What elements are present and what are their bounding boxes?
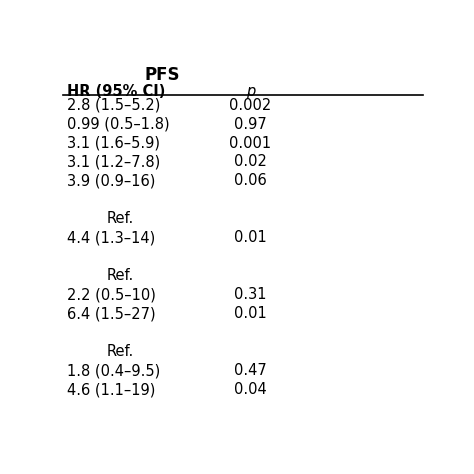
Text: 0.002: 0.002 bbox=[229, 98, 272, 112]
Text: HR (95% CI): HR (95% CI) bbox=[66, 84, 165, 99]
Text: 4.6 (1.1–19): 4.6 (1.1–19) bbox=[66, 382, 155, 397]
Text: 2.8 (1.5–5.2): 2.8 (1.5–5.2) bbox=[66, 98, 160, 112]
Text: 0.99 (0.5–1.8): 0.99 (0.5–1.8) bbox=[66, 117, 169, 132]
Text: 0.01: 0.01 bbox=[234, 306, 267, 321]
Text: p: p bbox=[246, 84, 255, 99]
Text: 6.4 (1.5–27): 6.4 (1.5–27) bbox=[66, 306, 155, 321]
Text: Ref.: Ref. bbox=[107, 344, 134, 359]
Text: 0.001: 0.001 bbox=[229, 136, 271, 151]
Text: 0.02: 0.02 bbox=[234, 155, 267, 170]
Text: 0.01: 0.01 bbox=[234, 230, 267, 246]
Text: PFS: PFS bbox=[145, 66, 180, 84]
Text: 0.31: 0.31 bbox=[234, 287, 266, 302]
Text: 3.9 (0.9–16): 3.9 (0.9–16) bbox=[66, 173, 155, 189]
Text: 1.8 (0.4–9.5): 1.8 (0.4–9.5) bbox=[66, 363, 160, 378]
Text: 0.97: 0.97 bbox=[234, 117, 267, 132]
Text: 4.4 (1.3–14): 4.4 (1.3–14) bbox=[66, 230, 155, 246]
Text: 0.47: 0.47 bbox=[234, 363, 267, 378]
Text: 0.04: 0.04 bbox=[234, 382, 267, 397]
Text: 3.1 (1.2–7.8): 3.1 (1.2–7.8) bbox=[66, 155, 160, 170]
Text: Ref.: Ref. bbox=[107, 211, 134, 227]
Text: 2.2 (0.5–10): 2.2 (0.5–10) bbox=[66, 287, 155, 302]
Text: Ref.: Ref. bbox=[107, 268, 134, 283]
Text: 3.1 (1.6–5.9): 3.1 (1.6–5.9) bbox=[66, 136, 160, 151]
Text: 0.06: 0.06 bbox=[234, 173, 267, 189]
